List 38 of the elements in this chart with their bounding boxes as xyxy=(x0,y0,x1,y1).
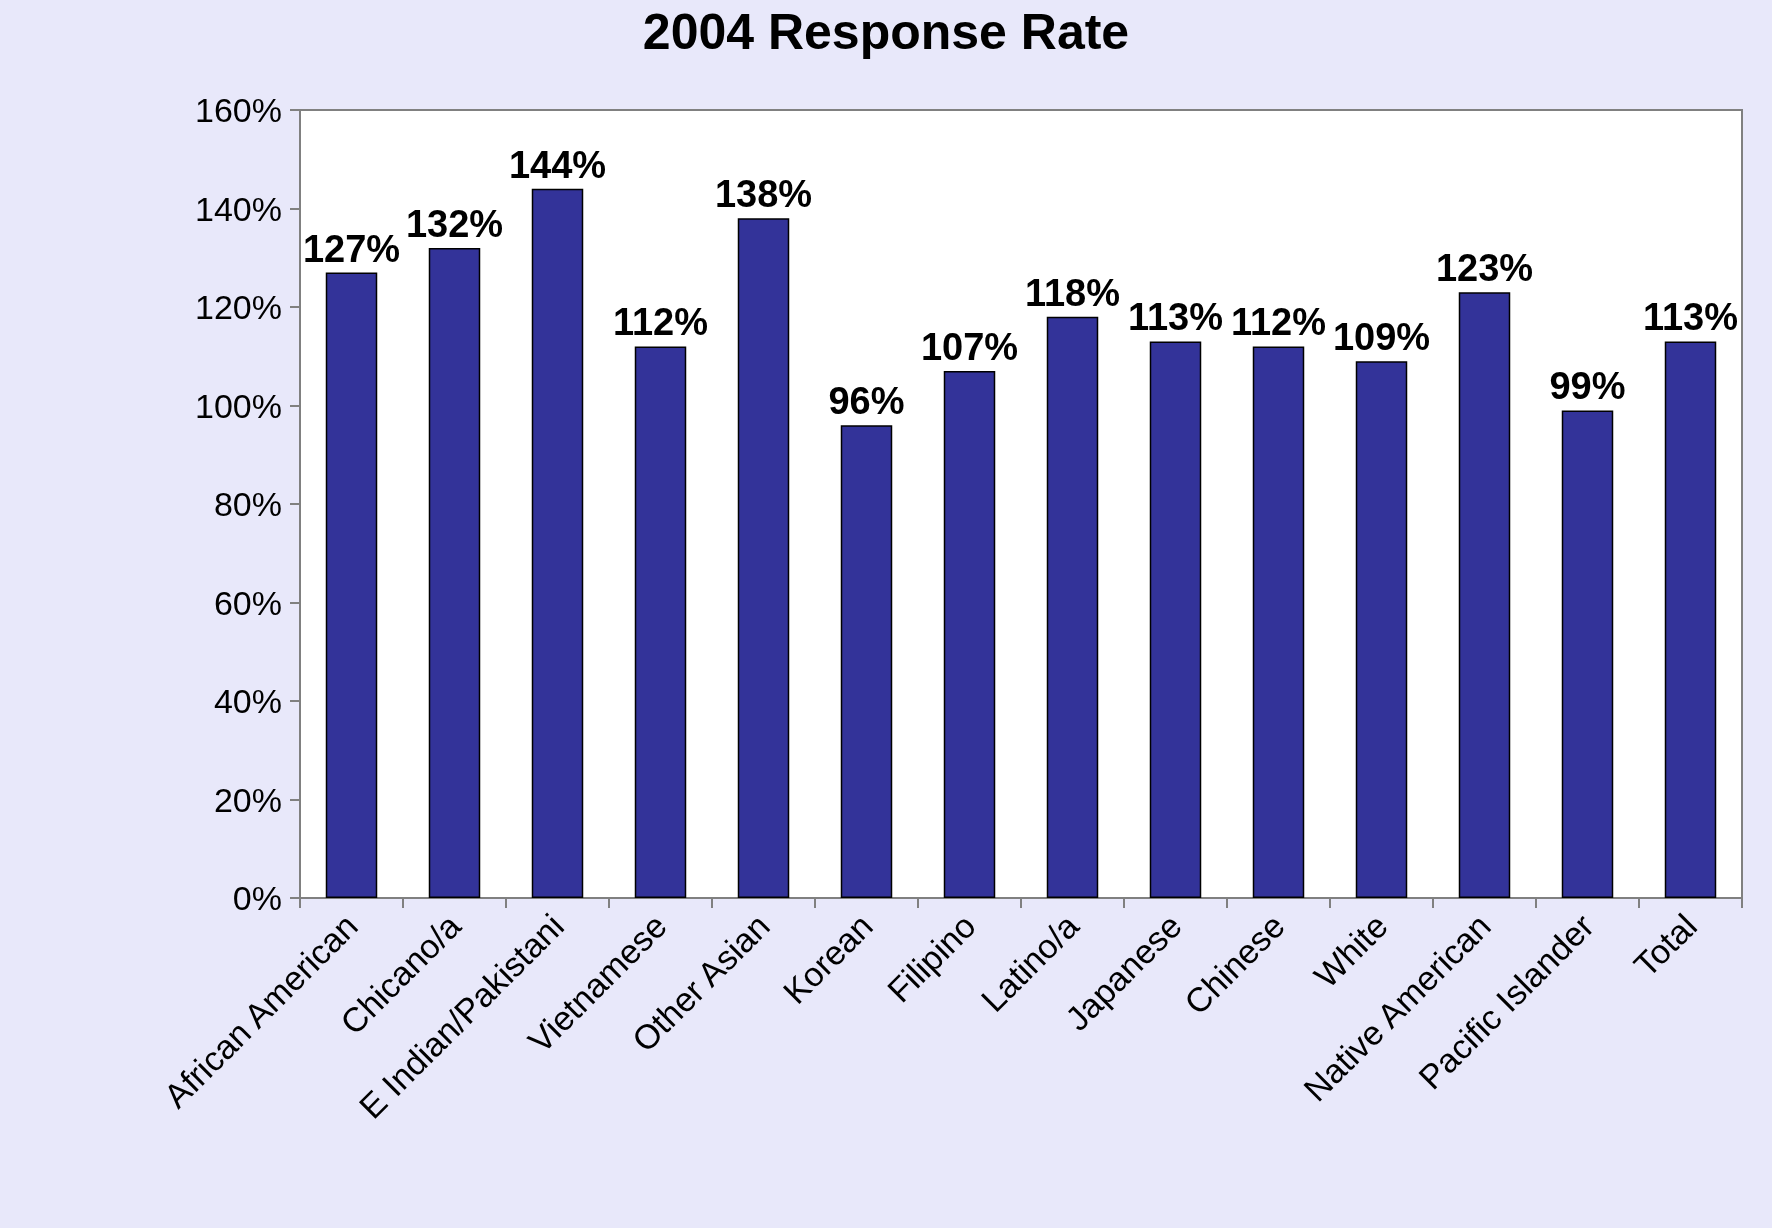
data-label: 96% xyxy=(828,380,905,423)
data-label: 132% xyxy=(405,202,504,245)
data-label: 127% xyxy=(302,227,401,270)
data-label: 112% xyxy=(612,301,709,344)
y-tick-label: 20% xyxy=(213,780,282,819)
bar xyxy=(1664,341,1717,898)
y-tick-label: 160% xyxy=(195,91,282,129)
y-tick-label: 120% xyxy=(195,288,282,326)
bar xyxy=(531,188,584,898)
data-label: 112% xyxy=(1230,301,1327,344)
bar xyxy=(1046,316,1099,898)
bar xyxy=(1561,410,1614,898)
data-label: 138% xyxy=(714,173,813,216)
data-label: 107% xyxy=(920,326,1019,369)
bar xyxy=(1355,361,1408,898)
data-label: 109% xyxy=(1332,316,1431,359)
y-tick-label: 80% xyxy=(213,485,282,523)
data-label: 113% xyxy=(1642,296,1739,339)
bar xyxy=(840,425,893,898)
data-label: 113% xyxy=(1127,296,1224,339)
data-label: 118% xyxy=(1024,271,1121,314)
bar xyxy=(1149,341,1202,898)
bar xyxy=(943,371,996,898)
bar xyxy=(325,272,378,898)
y-tick-label: 140% xyxy=(195,189,282,228)
bar xyxy=(1458,292,1511,898)
y-tick-label: 100% xyxy=(195,386,282,425)
y-tick-label: 0% xyxy=(232,879,282,917)
bar xyxy=(1252,346,1305,898)
data-label: 144% xyxy=(508,143,607,186)
bar xyxy=(428,247,481,898)
y-tick-label: 40% xyxy=(213,682,282,720)
data-label: 99% xyxy=(1549,365,1626,408)
chart-title: 2004 Response Rate xyxy=(642,4,1130,60)
bar xyxy=(634,346,687,898)
bar xyxy=(737,218,790,898)
data-label: 123% xyxy=(1435,247,1534,290)
y-tick-label: 60% xyxy=(213,583,282,622)
